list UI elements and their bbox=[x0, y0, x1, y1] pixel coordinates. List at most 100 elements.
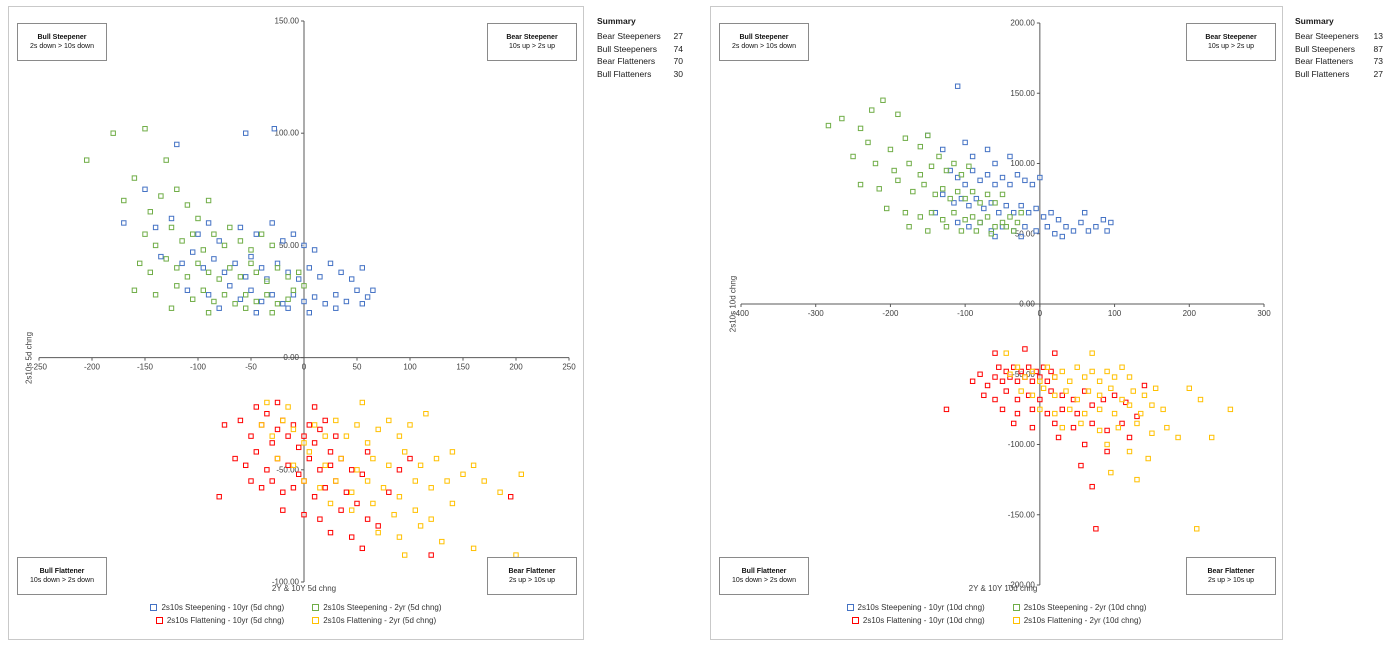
scatter-point bbox=[184, 202, 191, 208]
quadrant-title: Bull Steepener bbox=[37, 34, 87, 41]
quadrant-title: Bull Steepener bbox=[739, 34, 789, 41]
chart-panel-10d[interactable]: -400 -300 -200 -100 0 100 200 300 200.00 150.00 10… bbox=[710, 6, 1283, 640]
scatter-point bbox=[996, 364, 1002, 370]
quadrant-title: Bear Steepener bbox=[506, 34, 558, 41]
scatter-point bbox=[497, 489, 503, 495]
legend-swatch-icon bbox=[312, 617, 320, 624]
quadrant-box-bull-steepener: Bull Steepener 2s down > 10s down bbox=[719, 23, 809, 61]
scatter-point bbox=[1089, 350, 1095, 356]
legend-item[interactable]: 2s10s Flattening - 10yr (5d chng) bbox=[155, 616, 284, 625]
scatter-point bbox=[951, 200, 957, 206]
scatter-point bbox=[966, 163, 972, 170]
scatter-point bbox=[977, 219, 983, 226]
quadrant-subtitle: 2s up > 10s up bbox=[508, 577, 556, 584]
quadrant-box-bear-steepener: Bear Steepener 10s up > 2s up bbox=[1186, 23, 1276, 61]
scatter-point bbox=[396, 494, 403, 500]
legend-item[interactable]: 2s10s Steepening - 10yr (5d chng) bbox=[150, 603, 284, 612]
legend-item[interactable]: 2s10s Flattening - 2yr (10d chng) bbox=[1012, 616, 1141, 625]
quadrant-box-bull-flattener: Bull Flattener 10s down > 2s down bbox=[719, 557, 809, 595]
summary-label: Bull Flatteners bbox=[1295, 68, 1350, 79]
scatter-point bbox=[1048, 388, 1054, 394]
scatter-point bbox=[301, 511, 307, 518]
scatter-point bbox=[211, 256, 217, 262]
scatter-plot-10d: -400 -300 -200 -100 0 100 200 300 200.00 150.00 10… bbox=[733, 19, 1271, 590]
scatter-point bbox=[969, 167, 976, 174]
scatter-point bbox=[1063, 388, 1069, 394]
scatter-point bbox=[850, 153, 856, 160]
scatter-point bbox=[981, 392, 987, 399]
chart-panel-5d[interactable]: -250 -200 -150 -100 -50 0 50 100 150 200 250 150.00… bbox=[8, 6, 584, 640]
scatter-point bbox=[391, 511, 397, 518]
y-tick-label: 50.00 bbox=[1015, 229, 1036, 238]
scatter-point bbox=[839, 115, 845, 122]
scatter-point bbox=[1089, 402, 1095, 408]
scatter-point bbox=[996, 209, 1002, 216]
scatter-plot-5d: -250 -200 -150 -100 -50 0 50 100 150 200 250 150.00… bbox=[31, 17, 576, 587]
y-tick-label: -200.00 bbox=[1008, 581, 1036, 590]
scatter-point bbox=[1108, 469, 1114, 476]
scatter-point bbox=[271, 126, 278, 132]
scatter-point bbox=[152, 242, 159, 249]
scatter-point bbox=[1059, 368, 1065, 375]
scatter-point bbox=[910, 188, 916, 195]
scatter-point bbox=[1104, 368, 1110, 375]
scatter-point bbox=[977, 177, 983, 184]
scatter-point bbox=[1055, 217, 1062, 223]
scatter-point bbox=[274, 260, 281, 267]
scatter-point bbox=[1029, 368, 1036, 375]
scatter-point bbox=[1003, 224, 1009, 230]
scatter-point bbox=[1126, 374, 1133, 380]
scatter-point bbox=[359, 545, 366, 552]
scatter-point bbox=[227, 265, 233, 271]
scatter-point bbox=[825, 122, 832, 129]
legend-item[interactable]: 2s10s Flattening - 2yr (5d chng) bbox=[312, 616, 436, 625]
scatter-point bbox=[969, 214, 976, 220]
scatter-point bbox=[253, 310, 260, 316]
legend-item[interactable]: 2s10s Steepening - 2yr (5d chng) bbox=[312, 603, 442, 612]
scatter-point bbox=[396, 534, 403, 540]
scatter-point bbox=[999, 174, 1006, 181]
scatter-point bbox=[195, 260, 201, 267]
legend: 2s10s Steepening - 10yr (10d chng) 2s10s … bbox=[711, 603, 1282, 625]
scatter-point bbox=[1037, 378, 1043, 384]
scatter-point bbox=[988, 231, 994, 237]
scatter-point bbox=[992, 160, 998, 167]
scatter-point bbox=[1085, 388, 1092, 394]
x-tick-label: 0 bbox=[1038, 309, 1043, 318]
y-tick-label: -150.00 bbox=[1008, 510, 1036, 519]
legend-item[interactable]: 2s10s Steepening - 10yr (10d chng) bbox=[846, 603, 985, 612]
scatter-point bbox=[322, 485, 328, 491]
scatter-point bbox=[954, 188, 961, 195]
scatter-point bbox=[1197, 396, 1204, 403]
scatter-point bbox=[1100, 396, 1107, 403]
scatter-point bbox=[306, 422, 313, 428]
scatter-point bbox=[349, 507, 355, 513]
quadrant-title: Bear Flattener bbox=[1207, 568, 1255, 575]
scatter-point bbox=[1007, 153, 1013, 160]
scatter-point bbox=[1081, 410, 1088, 417]
scatter-point bbox=[1007, 181, 1013, 188]
scatter-point bbox=[380, 485, 387, 491]
legend-label: 2s10s Steepening - 10yr (10d chng) bbox=[857, 603, 985, 612]
scatter-point bbox=[1149, 402, 1155, 408]
scatter-point bbox=[999, 191, 1006, 198]
scatter-point bbox=[962, 195, 968, 202]
scatter-point bbox=[917, 143, 924, 150]
scatter-point bbox=[1134, 476, 1140, 483]
scatter-point bbox=[285, 269, 291, 276]
scatter-point bbox=[1085, 228, 1092, 234]
scatter-point bbox=[280, 301, 286, 307]
legend-item[interactable]: 2s10s Steepening - 2yr (10d chng) bbox=[1012, 603, 1146, 612]
legend-item[interactable]: 2s10s Flattening - 10yr (10d chng) bbox=[851, 616, 985, 625]
scatter-point bbox=[954, 219, 961, 226]
scatter-point bbox=[195, 231, 201, 237]
scatter-point bbox=[333, 305, 339, 311]
scatter-point bbox=[317, 485, 323, 491]
scatter-point bbox=[280, 238, 286, 244]
scatter-point bbox=[1018, 388, 1024, 394]
scatter-point bbox=[966, 202, 972, 209]
summary-value: 87 bbox=[1373, 43, 1383, 54]
x-axis-title: 2Y & 10Y 10d chng bbox=[968, 584, 1038, 593]
scatter-point bbox=[925, 228, 931, 234]
scatter-point bbox=[1029, 378, 1036, 384]
